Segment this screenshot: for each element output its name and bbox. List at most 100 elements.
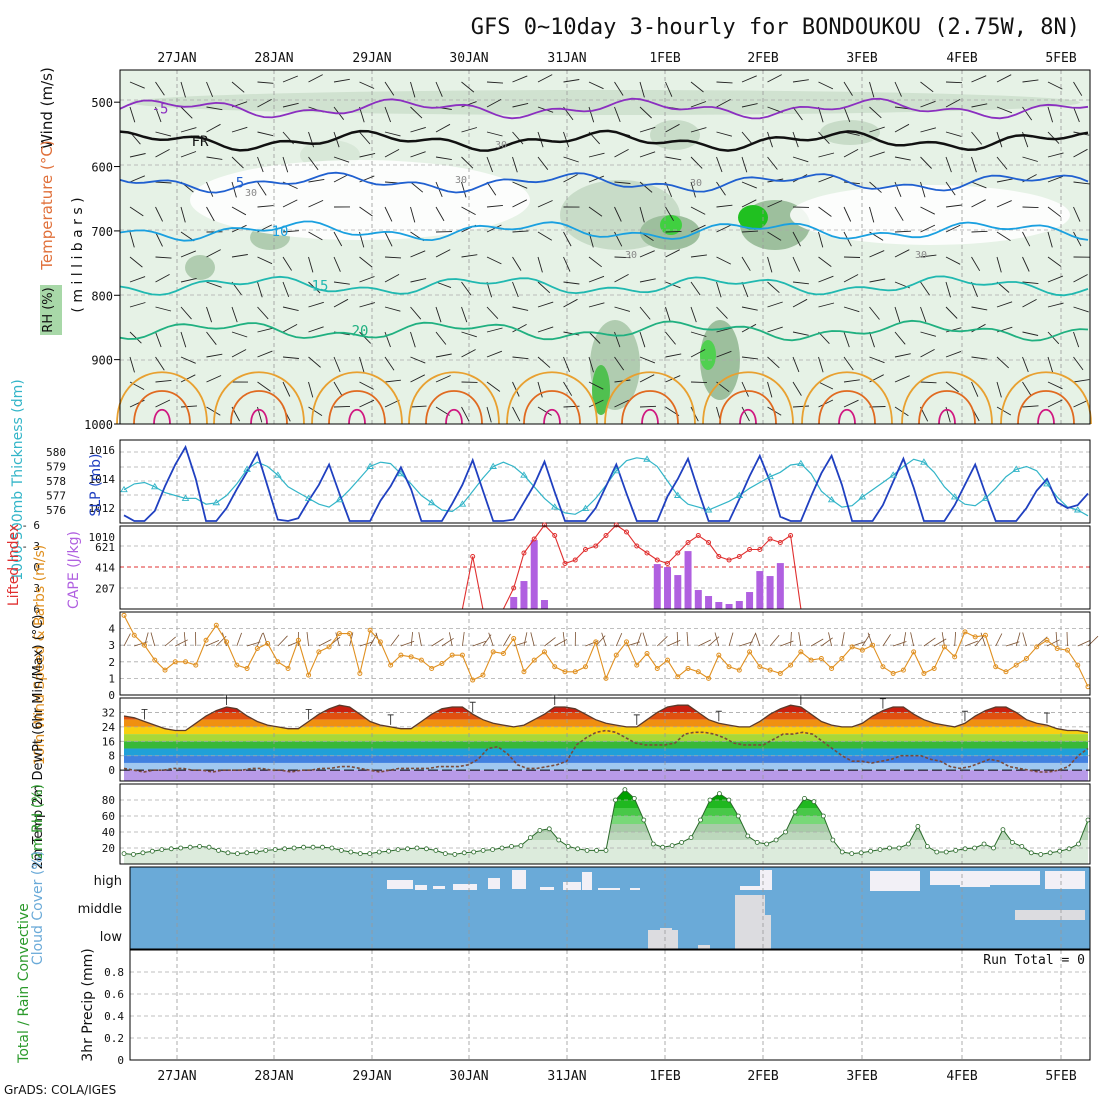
li-marker	[788, 533, 794, 538]
wind-barb	[180, 277, 197, 283]
rh-patch	[700, 340, 716, 370]
wind10m-marker	[316, 649, 322, 655]
wind-barb	[818, 302, 835, 308]
instability-contour	[621, 390, 679, 425]
thickness-marker	[797, 459, 805, 467]
wind-barb	[767, 200, 783, 208]
temperature-band	[124, 726, 1088, 735]
wind-barb	[1022, 281, 1039, 285]
rh-patch	[650, 120, 700, 150]
wind-barb	[843, 306, 860, 313]
wind-barb	[614, 231, 623, 247]
cloud-level-label: low	[100, 930, 123, 945]
wind-barb	[257, 156, 264, 173]
surface-wind-barb	[755, 632, 761, 647]
wind-barb	[512, 406, 521, 422]
rh-marker	[225, 850, 231, 856]
wind-barb	[945, 204, 962, 208]
thickness-marker	[212, 498, 221, 506]
temperature-band	[124, 741, 1088, 749]
bottom-date-label: 5FEB	[1045, 1069, 1076, 1084]
rh-marker	[1038, 852, 1044, 857]
low-mid-cloud-block	[698, 945, 710, 949]
wind-barb	[971, 131, 983, 145]
surface-wind-barb	[841, 632, 845, 647]
wind-barb	[563, 281, 580, 285]
wind-barb	[767, 281, 780, 294]
wind-barb	[206, 249, 221, 258]
instability-contour	[901, 371, 993, 425]
wind10m-marker	[449, 652, 455, 658]
minmax-marker	[551, 694, 558, 706]
isotherm-line	[119, 319, 1089, 342]
li-marker	[470, 554, 476, 559]
isotherm-line	[119, 220, 1089, 242]
surface-wind-barb	[472, 640, 487, 647]
wind-barb	[614, 256, 631, 259]
surface-wind-barb	[236, 632, 242, 647]
wind-barb	[384, 379, 401, 383]
wind10m-marker	[798, 649, 804, 655]
surface-wind-barb	[183, 632, 186, 647]
rh-marker	[707, 797, 713, 803]
wind10m-marker	[788, 662, 794, 668]
temp-axis-label: 2m Temp 2m DewPt (6hr Min/Max) (°C)	[31, 615, 46, 870]
wind-barb	[741, 356, 758, 360]
wind-barb	[945, 350, 962, 358]
wind-barb	[639, 374, 655, 383]
thickness-marker	[458, 500, 467, 507]
wind-barb	[359, 81, 375, 89]
rh-marker	[168, 846, 174, 852]
wind-barb	[588, 152, 605, 158]
wind-barb	[716, 281, 722, 298]
li-tick-label: 3	[33, 582, 40, 595]
wind-barb	[435, 206, 445, 222]
wind-barb	[639, 405, 657, 408]
wind-barb	[843, 356, 854, 371]
rh-marker	[698, 817, 703, 823]
wind-barb	[410, 206, 416, 223]
top-date-label: 27JAN	[157, 51, 196, 66]
wind10m-marker	[295, 637, 301, 643]
wind10m-marker	[941, 644, 947, 650]
rh-marker	[537, 828, 543, 833]
wind10m-marker	[603, 675, 609, 681]
wind-barb	[894, 375, 910, 383]
wind10m-tick-label: 2	[108, 656, 115, 669]
rh-marker	[235, 851, 240, 856]
wind-barb	[996, 156, 1008, 170]
rh-marker	[471, 849, 477, 855]
surface-wind-barb	[256, 632, 263, 647]
rh-marker	[896, 845, 902, 851]
wind-barb	[639, 151, 656, 158]
wind-barb	[767, 356, 780, 369]
isotherm-line	[119, 97, 1089, 120]
wind-barb	[206, 156, 223, 160]
rh-marker	[159, 847, 165, 852]
instability-contour	[213, 371, 305, 425]
wind-barb	[818, 152, 835, 158]
wind-barb	[1073, 231, 1082, 247]
thickness-tick-label: 580	[46, 446, 66, 459]
thickness-marker	[612, 466, 621, 474]
wind10m-marker	[562, 669, 568, 675]
wind-barb	[512, 156, 518, 173]
wind10m-marker	[736, 667, 742, 673]
li-marker	[695, 533, 701, 538]
wind-barb	[435, 375, 451, 383]
wind-barb	[180, 331, 187, 348]
wind-barb	[257, 181, 267, 196]
wind-barb	[920, 100, 936, 108]
rh-marker	[849, 851, 855, 856]
rh-marker	[650, 841, 656, 847]
rh-marker	[594, 848, 599, 853]
wind-barb	[971, 306, 988, 311]
precip-right-axis-label: 3hr Precip (mm)	[80, 948, 96, 1061]
wind-barb	[486, 131, 503, 137]
wind-barb	[971, 103, 988, 108]
surface-wind-barb	[714, 632, 720, 647]
instability-contour	[641, 408, 659, 425]
wind-barb	[282, 356, 299, 359]
wind-barb	[894, 156, 911, 161]
wind10m-marker	[131, 632, 137, 638]
